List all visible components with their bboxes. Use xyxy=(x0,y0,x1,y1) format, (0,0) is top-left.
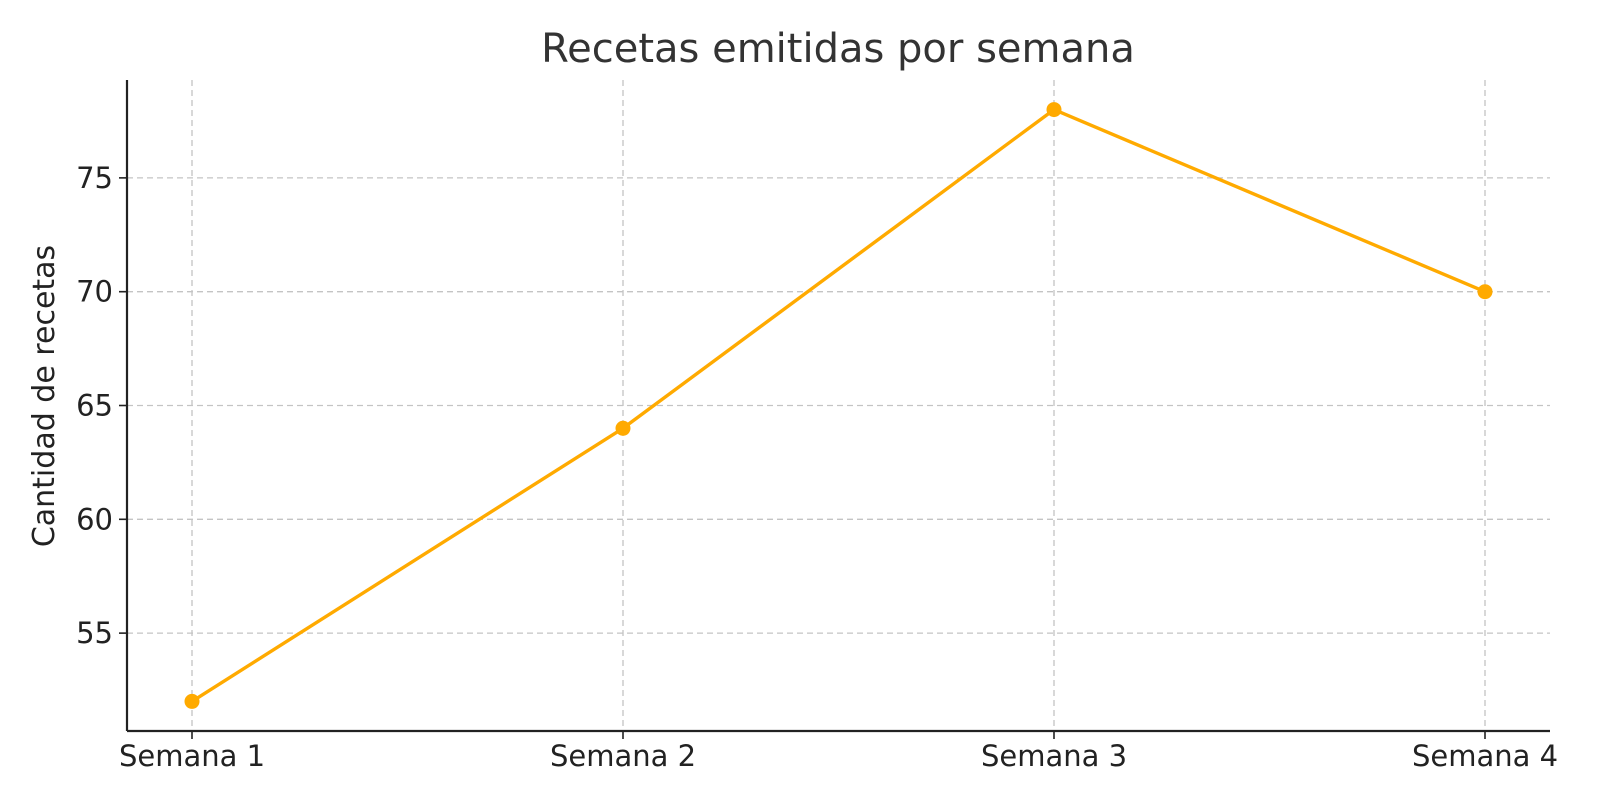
x-tick-label: Semana 1 xyxy=(119,739,265,773)
data-point xyxy=(1046,102,1062,118)
x-tick-label: Semana 4 xyxy=(1412,739,1558,773)
x-axis-ticks: Semana 1 Semana 2 Semana 3 Semana 4 xyxy=(119,731,1558,773)
series-line xyxy=(190,107,1487,704)
data-point xyxy=(615,420,631,436)
x-tick-label: Semana 2 xyxy=(550,739,696,773)
y-axis-label: Cantidad de recetas xyxy=(27,245,62,547)
chart-title: Recetas emitidas por semana xyxy=(541,26,1135,72)
y-tick-label: 55 xyxy=(76,616,113,650)
y-tick-label: 70 xyxy=(76,275,113,309)
data-point xyxy=(184,693,200,709)
data-point xyxy=(1477,284,1493,300)
y-tick-label: 65 xyxy=(76,389,113,423)
y-tick-label: 75 xyxy=(76,161,113,195)
y-tick-label: 60 xyxy=(76,502,113,536)
series xyxy=(184,102,1493,709)
x-tick-label: Semana 3 xyxy=(981,739,1127,773)
grid xyxy=(127,80,1550,731)
y-axis-ticks: 55 60 65 70 75 xyxy=(76,161,127,650)
